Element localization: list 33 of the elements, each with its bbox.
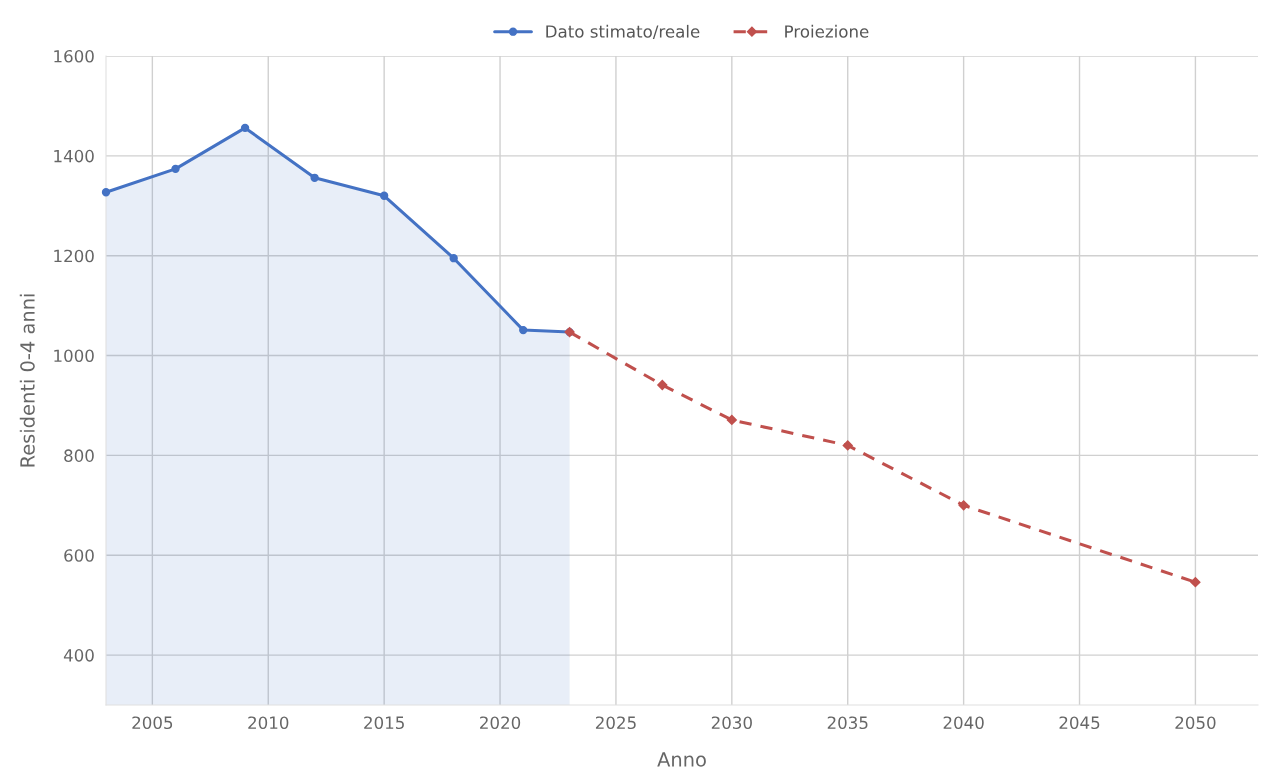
point <box>240 123 250 133</box>
x-tick-label: 2015 <box>364 716 404 730</box>
point <box>171 164 180 173</box>
point <box>842 440 853 451</box>
point <box>310 173 319 182</box>
point <box>449 254 458 263</box>
x-tick-label: 2050 <box>1175 716 1216 730</box>
y-tick-label: 1200 <box>54 249 94 263</box>
y-tick-label: 400 <box>63 649 94 662</box>
point <box>657 379 668 391</box>
y-tick-label: 1600 <box>54 49 94 63</box>
y-tick-label: 800 <box>64 449 94 462</box>
x-tick-label: 2045 <box>1059 716 1100 730</box>
point <box>519 325 528 335</box>
x-tick-label: 2020 <box>480 716 521 730</box>
point <box>1190 577 1201 588</box>
x-tick-label: 2005 <box>132 716 173 730</box>
x-tick-label: 2030 <box>711 716 752 730</box>
point <box>379 191 389 200</box>
legend-label: Proiezione <box>785 24 869 38</box>
point <box>958 500 969 511</box>
x-tick-label: 2025 <box>595 716 636 730</box>
y-tick-label: 1400 <box>54 149 94 163</box>
y-axis-title: Residenti 0-4 anni <box>19 294 35 467</box>
y-tick-label: 600 <box>64 549 94 562</box>
x-tick-label: 2040 <box>943 716 984 730</box>
legend-label: Dato stimato/reale <box>546 24 700 40</box>
x-tick-label: 2010 <box>248 716 289 730</box>
point <box>101 188 111 197</box>
point <box>726 414 737 426</box>
x-axis-title: Anno <box>657 752 706 767</box>
y-tick-label: 1000 <box>54 349 94 363</box>
x-tick-label: 2035 <box>827 716 868 730</box>
